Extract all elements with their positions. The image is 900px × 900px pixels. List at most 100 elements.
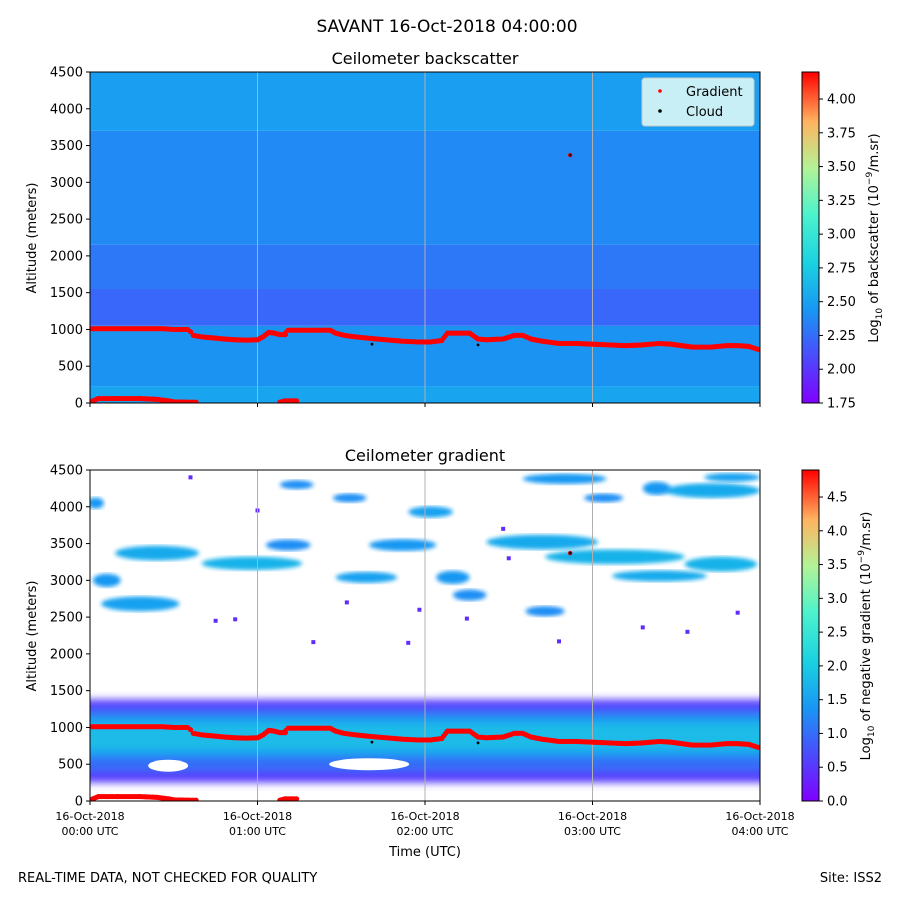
gradient-cloud-patch-16 bbox=[665, 483, 760, 498]
gradient-point bbox=[187, 727, 194, 733]
y-tick-label: 1500 bbox=[50, 286, 83, 301]
gradient-y-axis: 0 500 1000 1500 2000 2500 3000 3500 4000 4500 bbox=[50, 464, 90, 810]
backscatter-x-axis bbox=[89, 403, 761, 407]
gradient-cloud-patch-12 bbox=[486, 534, 599, 550]
backscatter-colorbar-label: Log10 of backscatter (10−9/m.sr) bbox=[865, 133, 885, 342]
gradient-speck-10 bbox=[506, 556, 511, 561]
gradient-x-axis: 16-Oct-2018 00:00 UTC 16-Oct-2018 01:00 UTC… bbox=[55, 801, 795, 838]
gradient-point-isolated bbox=[283, 330, 288, 335]
y-tick-label: 500 bbox=[58, 360, 83, 375]
colorbar-tick-label: 4.00 bbox=[827, 93, 856, 108]
colorbar-tick-label: 3.50 bbox=[827, 160, 856, 175]
legend: Gradient Cloud bbox=[641, 77, 755, 127]
footer-site: Site: ISS2 bbox=[820, 871, 882, 886]
gradient-cloud-patch-1 bbox=[115, 545, 199, 561]
gradient-y-axis-label: Altitude (meters) bbox=[25, 581, 40, 692]
y-tick-label: 3000 bbox=[50, 574, 83, 589]
gradient-cloud-patch-3 bbox=[92, 573, 121, 587]
y-tick-label: 4500 bbox=[50, 464, 83, 479]
x-tick-date: 16-Oct-2018 bbox=[725, 810, 794, 823]
footer-disclaimer: REAL-TIME DATA, NOT CHECKED FOR QUALITY bbox=[18, 871, 317, 886]
cloud-point bbox=[568, 551, 572, 555]
gradient-speck-4 bbox=[464, 616, 469, 621]
gradient-speck-6 bbox=[640, 625, 645, 630]
gradient-cloud-patch-5 bbox=[265, 539, 311, 551]
y-tick-label: 2000 bbox=[50, 249, 83, 264]
gradient-speck-8 bbox=[735, 610, 740, 615]
legend-box bbox=[641, 77, 755, 127]
gradient-point-isolated bbox=[177, 327, 182, 332]
gradient-cloud-patch-2 bbox=[101, 596, 180, 612]
gradient-colorbar-label: Log10 of negative gradient (10−9/m.sr) bbox=[857, 512, 877, 761]
colorbar-tick-label: 2.5 bbox=[827, 626, 848, 641]
gradient-cloud-patch-7 bbox=[335, 571, 398, 583]
backscatter-colorbar-ticks: 1.75 2.00 2.25 2.50 2.75 3.00 3.25 3.50 3.75 4.00 bbox=[819, 93, 856, 412]
y-tick-label: 4500 bbox=[50, 66, 83, 81]
colorbar-tick-label: 3.25 bbox=[827, 194, 856, 209]
gradient-speck-3 bbox=[406, 640, 411, 645]
gradient-point bbox=[755, 744, 760, 751]
gradient-point bbox=[187, 329, 194, 335]
cloud-point bbox=[568, 153, 572, 157]
legend-cloud-label: Cloud bbox=[686, 105, 723, 120]
colorbar-tick-label: 2.0 bbox=[827, 659, 848, 674]
colorbar-tick-label: 2.25 bbox=[827, 329, 856, 344]
cloud-point bbox=[476, 343, 480, 347]
figure-suptitle: SAVANT 16-Oct-2018 04:00:00 bbox=[316, 17, 577, 37]
colorbar-tick-label: 3.00 bbox=[827, 228, 856, 243]
x-tick-time: 01:00 UTC bbox=[229, 825, 286, 838]
x-tick-time: 03:00 UTC bbox=[564, 825, 621, 838]
gradient-speck-9 bbox=[344, 600, 349, 605]
gradient-cloud-patch-4 bbox=[201, 556, 303, 571]
gradient-cloud-patch-19 bbox=[584, 493, 624, 503]
gradient-speck-12 bbox=[501, 526, 506, 531]
gradient-point-near-ground bbox=[293, 398, 300, 403]
colorbar-tick-label: 1.75 bbox=[827, 397, 856, 412]
gradient-speck-7 bbox=[685, 629, 690, 634]
y-tick-label: 1000 bbox=[50, 721, 83, 736]
x-tick-time: 00:00 UTC bbox=[61, 825, 118, 838]
gradient-cloud-patch-14 bbox=[612, 570, 707, 582]
y-tick-label: 3000 bbox=[50, 176, 83, 191]
colorbar-tick-label: 1.0 bbox=[827, 727, 848, 742]
cloud-point bbox=[370, 740, 374, 744]
x-tick-date: 16-Oct-2018 bbox=[55, 810, 124, 823]
x-axis-label: Time (UTC) bbox=[388, 845, 461, 860]
gradient-point-isolated bbox=[269, 728, 274, 733]
y-tick-label: 0 bbox=[75, 795, 83, 810]
gradient-colorbar bbox=[801, 469, 820, 802]
y-tick-label: 4000 bbox=[50, 102, 83, 117]
y-tick-label: 500 bbox=[58, 758, 83, 773]
gradient-cloud-patch-13 bbox=[545, 549, 685, 565]
y-tick-label: 3500 bbox=[50, 139, 83, 154]
x-tick-date: 16-Oct-2018 bbox=[223, 810, 292, 823]
x-tick-time: 02:00 UTC bbox=[396, 825, 453, 838]
gradient-point-isolated bbox=[283, 728, 288, 733]
colorbar-tick-label: 4.0 bbox=[827, 524, 848, 539]
gradient-point-isolated bbox=[177, 725, 182, 730]
gradient-speck-13 bbox=[417, 607, 422, 612]
gradient-panel-title: Ceilometer gradient bbox=[345, 446, 505, 465]
colorbar-tick-label: 2.75 bbox=[827, 261, 856, 276]
legend-gradient-marker bbox=[658, 89, 662, 93]
gradient-cloud-patch-10 bbox=[436, 570, 470, 585]
y-tick-label: 2000 bbox=[50, 647, 83, 662]
backscatter-y-axis-label: Altitude (meters) bbox=[25, 183, 40, 294]
gradient-speck-0 bbox=[213, 618, 218, 623]
gradient-point bbox=[755, 346, 760, 353]
colorbar-tick-label: 0.5 bbox=[827, 761, 848, 776]
gradient-speck-14 bbox=[188, 475, 193, 480]
colorbar-tick-label: 0.0 bbox=[827, 795, 848, 810]
gradient-cloud-patch-22 bbox=[332, 493, 367, 503]
y-tick-label: 2500 bbox=[50, 611, 83, 626]
gradient-point-near-ground bbox=[293, 796, 300, 801]
gradient-speck-5 bbox=[557, 639, 561, 644]
y-tick-label: 2500 bbox=[50, 213, 83, 228]
colorbar-tick-label: 3.0 bbox=[827, 592, 848, 607]
gradient-cloud-patch-17 bbox=[642, 481, 671, 496]
gradient-heatmap bbox=[90, 470, 760, 801]
backscatter-y-axis: 0 500 1000 1500 2000 2500 3000 3500 4000 4500 bbox=[50, 66, 90, 412]
gradient-point-near-ground bbox=[193, 797, 199, 801]
y-tick-label: 3500 bbox=[50, 537, 83, 552]
legend-gradient-label: Gradient bbox=[686, 85, 743, 100]
